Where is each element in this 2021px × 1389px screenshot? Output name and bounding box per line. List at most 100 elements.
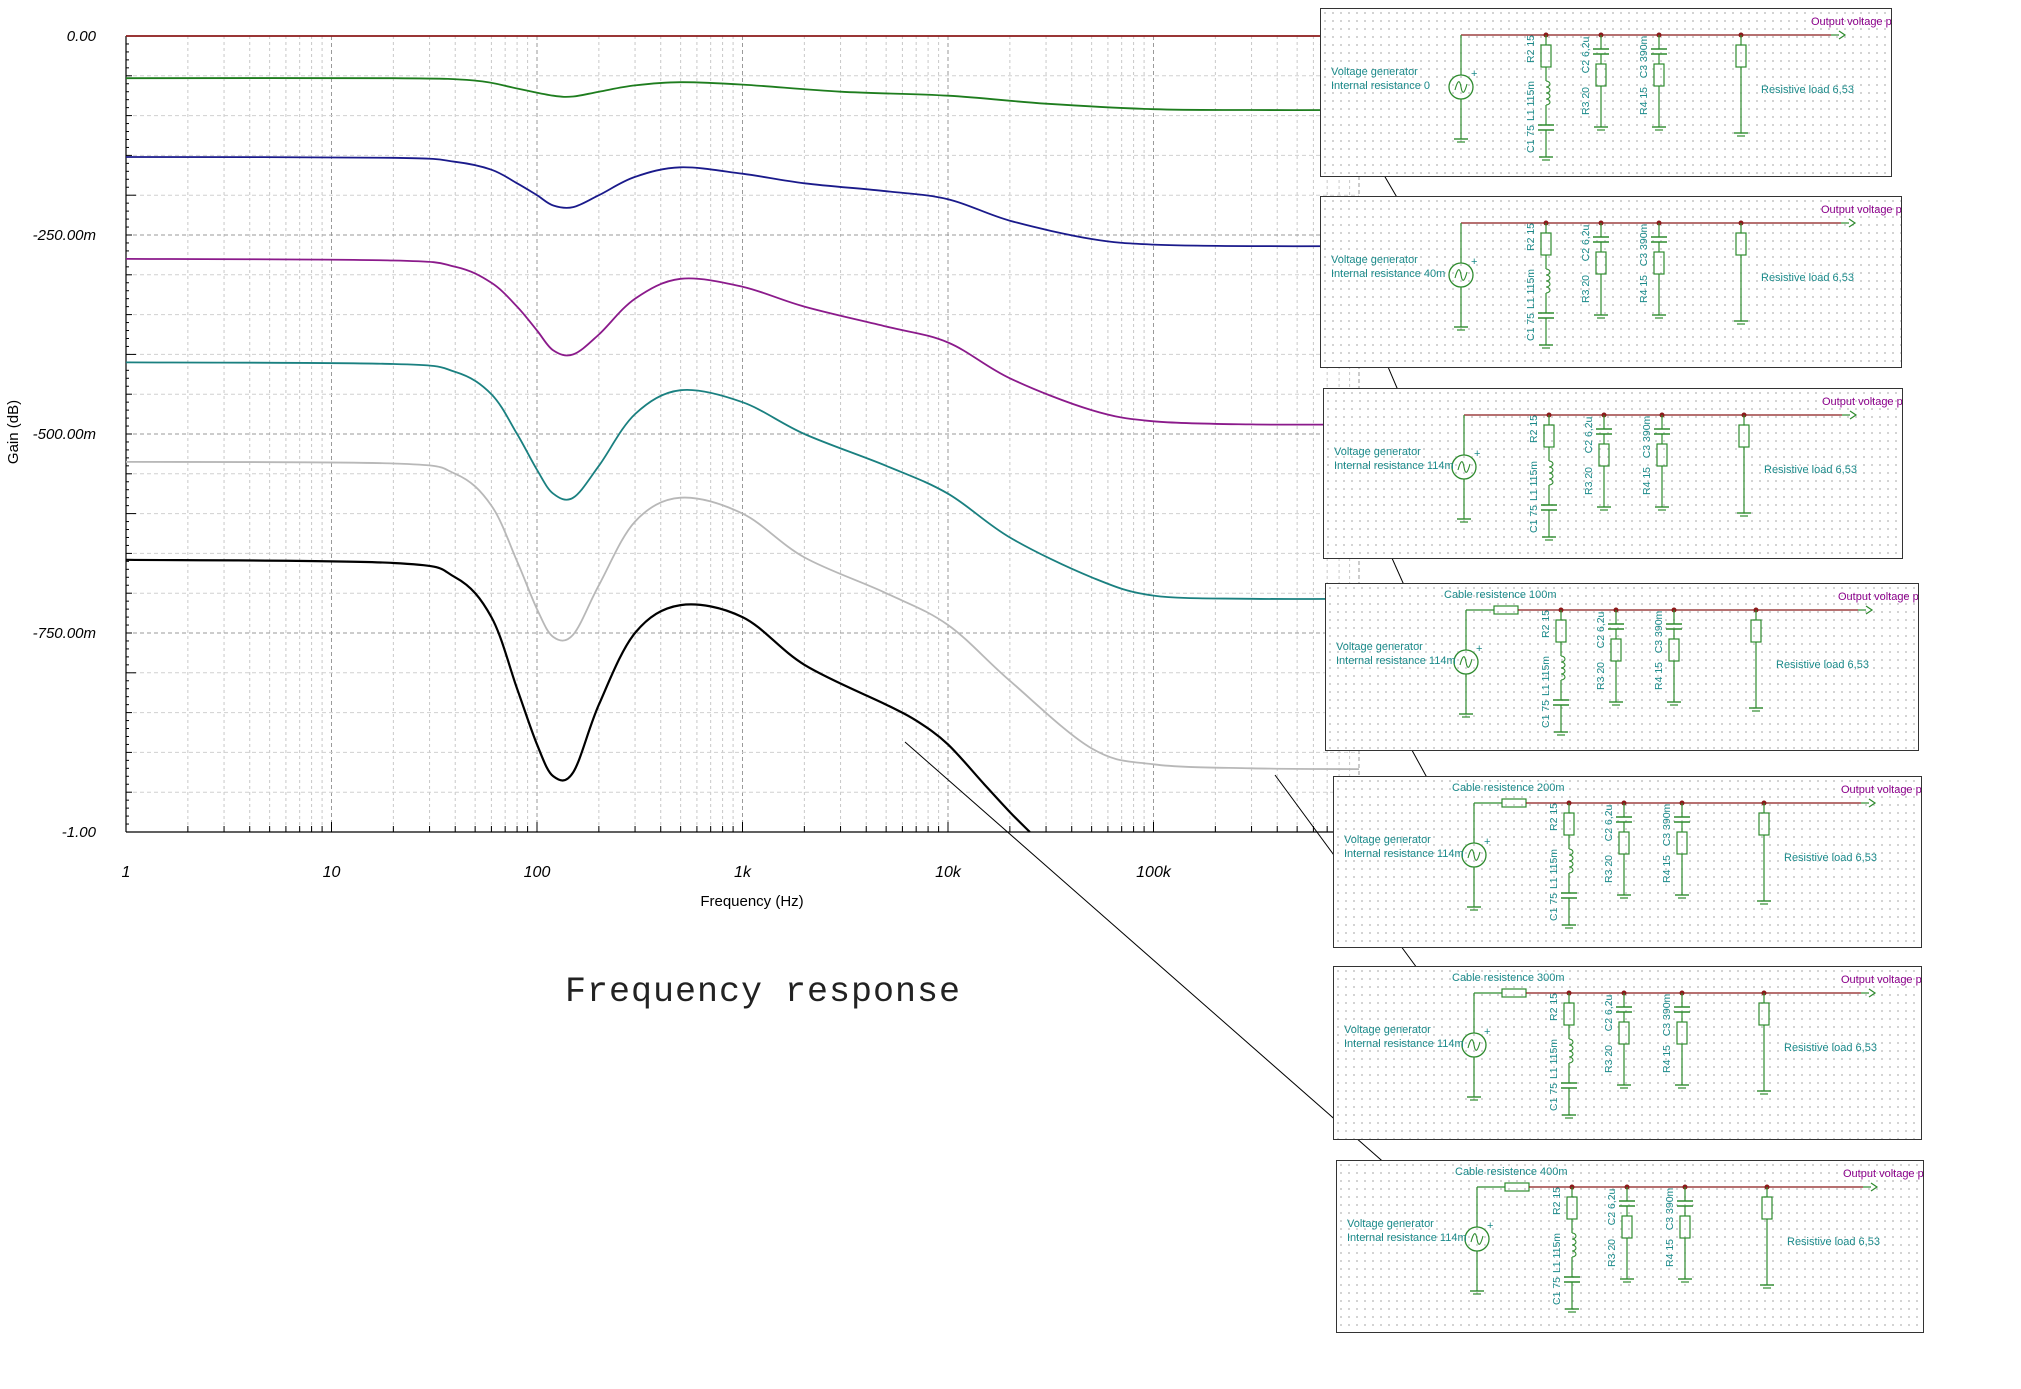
y-tick-label: -250.00m [33, 227, 96, 244]
svg-text:C2 6,2u: C2 6,2u [1603, 994, 1615, 1031]
schematic-drawing: Cable resistence 400m Output voltage pin +… [1347, 1166, 1923, 1313]
svg-text:R2 15: R2 15 [1528, 415, 1540, 443]
svg-text:C2 6,2u: C2 6,2u [1583, 416, 1595, 453]
schematic-panel: Cable resistence 300m Output voltage pin +… [1333, 966, 1922, 1140]
svg-text:C3 390m: C3 390m [1664, 1187, 1676, 1230]
schematic-panel: Cable resistence 100m Output voltage pin +… [1325, 583, 1919, 751]
svg-text:R3 20: R3 20 [1603, 855, 1615, 883]
svg-text:C3 390m: C3 390m [1638, 35, 1650, 78]
schematic-panel: Output voltage pin + Voltage generator Inte… [1320, 8, 1892, 177]
svg-text:L1 115m: L1 115m [1525, 81, 1537, 121]
svg-text:C1 75: C1 75 [1525, 313, 1537, 341]
svg-text:R3 20: R3 20 [1603, 1045, 1615, 1073]
svg-text:C2 6,2u: C2 6,2u [1606, 1188, 1618, 1225]
svg-text:R3 20: R3 20 [1583, 467, 1595, 495]
x-tick-label: 100 [524, 864, 551, 881]
svg-text:+: + [1487, 1220, 1493, 1232]
svg-text:R4 15: R4 15 [1653, 662, 1665, 690]
x-tick-label: 10k [935, 864, 962, 881]
load-label: Resistive load 6,53 [1761, 272, 1854, 284]
y-tick-label: 0.00 [67, 28, 97, 45]
cable-label: Cable resistence 400m [1455, 1166, 1568, 1178]
y-tick-label: -500.00m [33, 426, 96, 443]
load-label: Resistive load 6,53 [1784, 1042, 1877, 1054]
load-label: Resistive load 6,53 [1761, 84, 1854, 96]
generator-label: Voltage generator [1336, 641, 1423, 653]
internal-resistance-label: Internal resistance 114m [1347, 1232, 1467, 1244]
schematic-drawing: Cable resistence 300m Output voltage pin +… [1344, 972, 1921, 1119]
internal-resistance-label: Internal resistance 0 [1331, 80, 1430, 92]
svg-text:R3 20: R3 20 [1580, 275, 1592, 303]
output-pin-label: Output voltage pin [1843, 1168, 1923, 1180]
output-pin-label: Output voltage pin [1838, 591, 1918, 603]
svg-text:L1 115m: L1 115m [1528, 461, 1540, 501]
svg-text:L1 115m: L1 115m [1551, 1233, 1563, 1273]
series-line [125, 156, 1360, 248]
cable-label: Cable resistence 300m [1452, 972, 1565, 984]
output-pin-label: Output voltage pin [1841, 974, 1921, 986]
generator-label: Voltage generator [1334, 446, 1421, 458]
svg-text:R3 20: R3 20 [1595, 662, 1607, 690]
internal-resistance-label: Internal resistance 40m [1331, 268, 1445, 280]
output-pin-label: Output voltage pin [1821, 204, 1901, 216]
svg-text:+: + [1471, 68, 1477, 80]
svg-text:C1 75: C1 75 [1525, 125, 1537, 153]
generator-label: Voltage generator [1344, 1024, 1431, 1036]
grid [125, 35, 1360, 833]
svg-text:C3 390m: C3 390m [1638, 223, 1650, 266]
figure-caption: Frequency response [565, 972, 962, 1012]
svg-text:C3 390m: C3 390m [1661, 993, 1673, 1036]
svg-text:R4 15: R4 15 [1661, 855, 1673, 883]
generator-label: Voltage generator [1331, 254, 1418, 266]
svg-text:C1 75: C1 75 [1551, 1277, 1563, 1305]
svg-text:C1 75: C1 75 [1540, 700, 1552, 728]
cable-label: Cable resistence 200m [1452, 782, 1565, 794]
svg-text:R4 15: R4 15 [1638, 87, 1650, 115]
output-pin-label: Output voltage pin [1822, 396, 1902, 408]
svg-text:R4 15: R4 15 [1638, 275, 1650, 303]
svg-text:R2 15: R2 15 [1525, 35, 1537, 63]
series-line [125, 258, 1360, 426]
svg-text:+: + [1476, 643, 1482, 655]
output-pin-label: Output voltage pin [1841, 784, 1921, 796]
schematic-panel: Output voltage pin + Voltage generator Inte… [1323, 388, 1903, 559]
y-tick-label: -750.00m [33, 625, 96, 642]
internal-resistance-label: Internal resistance 114m [1344, 1038, 1464, 1050]
x-tick-label: 1k [734, 864, 752, 881]
svg-text:C2 6,2u: C2 6,2u [1580, 36, 1592, 73]
schematic-panel: Output voltage pin + Voltage generator Inte… [1320, 196, 1902, 368]
load-label: Resistive load 6,53 [1787, 1236, 1880, 1248]
frequency-response-chart: 0.00 -250.00m -500.00m -750.00m -1.00 1 10 100 1… [5, 28, 1370, 910]
svg-text:C1 75: C1 75 [1548, 1083, 1560, 1111]
svg-text:C3 390m: C3 390m [1661, 803, 1673, 846]
svg-text:C1 75: C1 75 [1528, 505, 1540, 533]
schematic-drawing: Cable resistence 200m Output voltage pin +… [1344, 782, 1921, 929]
x-tick-label: 1 [122, 864, 131, 881]
generator-label: Voltage generator [1347, 1218, 1434, 1230]
svg-text:R2 15: R2 15 [1548, 993, 1560, 1021]
generator-label: Voltage generator [1344, 834, 1431, 846]
svg-text:R2 15: R2 15 [1540, 610, 1552, 638]
axes [125, 35, 1359, 833]
series-group [125, 35, 1360, 833]
svg-text:R3 20: R3 20 [1580, 87, 1592, 115]
svg-text:+: + [1471, 256, 1477, 268]
y-tick-label: -1.00 [62, 824, 97, 841]
y-axis-label: Gain (dB) [5, 400, 22, 464]
generator-label: Voltage generator [1331, 66, 1418, 78]
svg-text:+: + [1474, 448, 1480, 460]
svg-text:L1 115m: L1 115m [1525, 269, 1537, 309]
internal-resistance-label: Internal resistance 114m [1344, 848, 1464, 860]
series-line [125, 558, 1031, 833]
svg-text:L1 115m: L1 115m [1540, 656, 1552, 696]
svg-text:C2 6,2u: C2 6,2u [1603, 804, 1615, 841]
output-pin-label: Output voltage pin [1811, 16, 1891, 28]
internal-resistance-label: Internal resistance 114m [1334, 460, 1454, 472]
svg-text:R2 15: R2 15 [1525, 223, 1537, 251]
tick-labels: 0.00 -250.00m -500.00m -750.00m -1.00 1 10 100 1… [33, 28, 1370, 881]
load-label: Resistive load 6,53 [1776, 659, 1869, 671]
x-tick-label: 10 [323, 864, 341, 881]
svg-text:C3 390m: C3 390m [1641, 415, 1653, 458]
svg-text:C2 6,2u: C2 6,2u [1595, 611, 1607, 648]
